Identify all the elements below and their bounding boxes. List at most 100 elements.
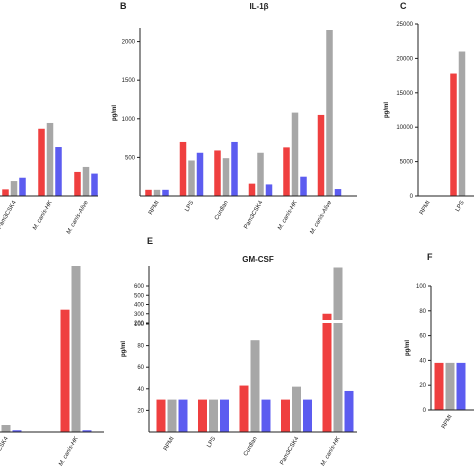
bar bbox=[2, 189, 9, 196]
y-tick-label: 60 bbox=[137, 365, 144, 371]
bar bbox=[257, 152, 264, 196]
bar bbox=[333, 267, 343, 432]
category-label: Curdlan bbox=[214, 200, 230, 221]
bar bbox=[303, 399, 312, 432]
chart-title: GM-CSF bbox=[242, 255, 274, 264]
bar bbox=[178, 399, 188, 432]
y-tick-label: 500 bbox=[134, 293, 145, 299]
panel-f: F RPMI 0 20 40 60 80 100 pg/ml bbox=[405, 252, 474, 430]
axis-break-gap bbox=[143, 320, 357, 323]
bar bbox=[82, 430, 92, 432]
bar bbox=[82, 166, 90, 196]
y-tick-label: 2000 bbox=[122, 40, 136, 46]
category-label: LPS bbox=[206, 436, 217, 449]
category-label: Pam3CSK4 bbox=[243, 199, 264, 230]
y-axis-label: pg/ml bbox=[112, 105, 118, 121]
y-tick-label: 500 bbox=[125, 155, 136, 161]
bar bbox=[1, 425, 11, 432]
bar bbox=[334, 189, 342, 196]
bar bbox=[196, 152, 204, 196]
bar bbox=[250, 340, 260, 432]
bar bbox=[265, 184, 273, 196]
category-label: LPS bbox=[184, 200, 195, 213]
panel-c: C RPMI LPS 0 5000 10000 15000 20000 25000 pg/ml bbox=[384, 1, 474, 216]
y-tick-label: 20000 bbox=[396, 56, 413, 62]
panel-b: B IL-1β RPMI LPS Curdlan Pam3CSK4 M. canis-HK M… bbox=[112, 1, 357, 235]
bar bbox=[222, 158, 230, 196]
category-label: RPMI bbox=[419, 200, 432, 216]
y-tick-label: 25000 bbox=[396, 22, 413, 28]
y-tick-label: 10000 bbox=[396, 125, 413, 131]
bar bbox=[458, 51, 466, 196]
y-tick-label: 80 bbox=[419, 309, 426, 315]
y-tick-label: 600 bbox=[134, 284, 145, 290]
y-tick-label: 400 bbox=[134, 303, 145, 309]
bar bbox=[283, 147, 290, 196]
y-tick-label: 15000 bbox=[396, 91, 413, 97]
category-label: RPMI bbox=[163, 436, 176, 452]
bar bbox=[292, 386, 301, 432]
category-label: Pam3CSK4 bbox=[0, 435, 10, 466]
y-tick-label: 40 bbox=[137, 387, 144, 393]
bar bbox=[74, 171, 81, 196]
category-label: M. canis-HK bbox=[320, 435, 342, 467]
category-label: Pam3CSK4 bbox=[279, 435, 300, 466]
chart-title: IL-1β bbox=[249, 2, 268, 11]
bar bbox=[220, 399, 229, 432]
category-label: Pam3CSK4 bbox=[0, 199, 18, 230]
y-tick-label: 20 bbox=[137, 408, 144, 414]
bar bbox=[145, 189, 152, 196]
category-label: RPMI bbox=[441, 414, 454, 430]
category-label: RPMI bbox=[148, 200, 161, 216]
bar bbox=[38, 128, 45, 196]
panel-d: Pam3CSK4 M. canis-HK bbox=[0, 266, 104, 467]
panel-letter: C bbox=[400, 1, 407, 11]
bar bbox=[434, 362, 444, 410]
category-label: M. canis-HK bbox=[32, 199, 54, 231]
bar bbox=[239, 385, 249, 432]
bar bbox=[10, 181, 18, 196]
y-tick-label: 80 bbox=[137, 344, 144, 350]
bar bbox=[19, 177, 26, 196]
y-tick-label: 20 bbox=[419, 383, 426, 389]
bar bbox=[291, 112, 299, 196]
bar bbox=[450, 73, 457, 196]
y-axis-label: pg/ml bbox=[384, 102, 390, 118]
y-tick-label: 100 bbox=[134, 322, 145, 328]
category-label: M. canis-Alive bbox=[309, 199, 333, 235]
panel-a: Pam3CSK4 M. canis-HK M. canis-Alive bbox=[0, 122, 98, 235]
y-tick-label: 0 bbox=[410, 194, 414, 200]
panel-letter: E bbox=[147, 236, 153, 246]
bar bbox=[281, 399, 290, 432]
bar bbox=[188, 160, 195, 196]
category-label: M. canis-HK bbox=[58, 435, 80, 467]
bar bbox=[248, 183, 256, 196]
bar bbox=[209, 399, 218, 432]
bar bbox=[317, 114, 325, 196]
panel-letter: B bbox=[120, 1, 127, 11]
bar bbox=[300, 176, 307, 196]
bar bbox=[60, 309, 70, 432]
bar bbox=[179, 141, 187, 196]
y-tick-label: 300 bbox=[134, 312, 145, 318]
bar bbox=[156, 399, 166, 432]
bar bbox=[344, 390, 354, 432]
category-label: M. canis-HK bbox=[277, 199, 299, 231]
y-tick-label: 200 bbox=[134, 321, 145, 327]
y-axis-label: pg/ml bbox=[405, 340, 411, 356]
category-label: Curdlan bbox=[243, 436, 259, 457]
y-tick-label: 1500 bbox=[122, 78, 136, 84]
bar bbox=[445, 362, 455, 410]
bar bbox=[12, 430, 22, 432]
y-axis-label: pg/ml bbox=[121, 341, 127, 357]
bar bbox=[71, 266, 81, 432]
bar bbox=[162, 189, 169, 196]
bar bbox=[326, 30, 333, 196]
bar bbox=[46, 122, 54, 196]
panel-letter: F bbox=[427, 252, 433, 262]
panel-e: E GM-CSF RPMI LPS Curdlan Pam3CSK4 M. canis-HK… bbox=[121, 236, 357, 467]
bar bbox=[456, 362, 466, 410]
category-label: M. canis-Alive bbox=[66, 199, 90, 235]
y-tick-label: 5000 bbox=[400, 160, 414, 166]
